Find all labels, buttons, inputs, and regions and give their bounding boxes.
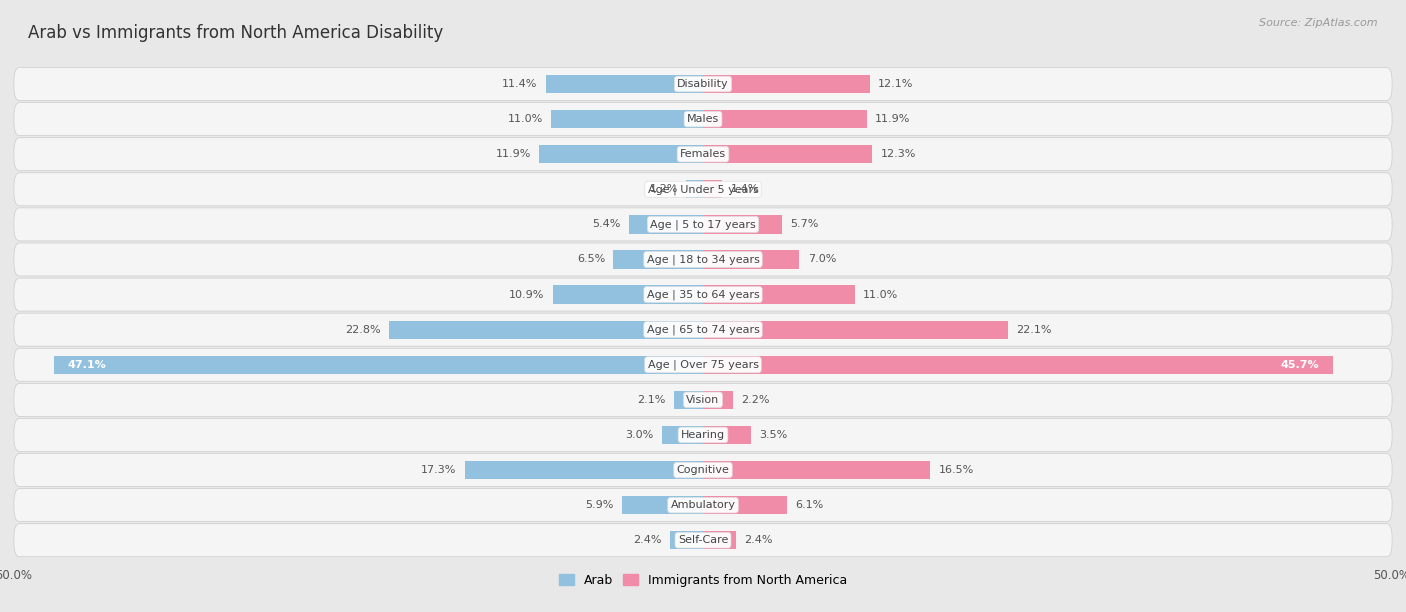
Bar [703, 321, 1008, 339]
Bar [464, 461, 703, 479]
Bar [551, 110, 703, 129]
FancyBboxPatch shape [14, 524, 1392, 557]
Bar [53, 356, 703, 374]
Text: 11.0%: 11.0% [508, 114, 543, 124]
FancyBboxPatch shape [14, 488, 1392, 521]
Bar [703, 390, 734, 409]
FancyBboxPatch shape [14, 453, 1392, 487]
Bar [538, 145, 703, 163]
Text: Age | 35 to 64 years: Age | 35 to 64 years [647, 289, 759, 300]
Bar [628, 215, 703, 234]
FancyBboxPatch shape [14, 383, 1392, 416]
Bar [703, 461, 931, 479]
FancyBboxPatch shape [14, 103, 1392, 136]
Text: 5.9%: 5.9% [585, 500, 613, 510]
Text: Source: ZipAtlas.com: Source: ZipAtlas.com [1260, 18, 1378, 28]
Text: 11.9%: 11.9% [875, 114, 911, 124]
Text: 45.7%: 45.7% [1281, 360, 1319, 370]
Text: 5.4%: 5.4% [592, 219, 620, 230]
Bar [703, 285, 855, 304]
Text: 22.1%: 22.1% [1015, 325, 1052, 335]
Text: Age | 5 to 17 years: Age | 5 to 17 years [650, 219, 756, 230]
Text: 11.9%: 11.9% [495, 149, 531, 159]
Text: 2.2%: 2.2% [741, 395, 770, 405]
Bar [613, 250, 703, 269]
Bar [389, 321, 703, 339]
Text: Cognitive: Cognitive [676, 465, 730, 475]
Text: 22.8%: 22.8% [344, 325, 381, 335]
FancyBboxPatch shape [14, 208, 1392, 241]
Text: 3.5%: 3.5% [759, 430, 787, 440]
Bar [669, 531, 703, 550]
Legend: Arab, Immigrants from North America: Arab, Immigrants from North America [554, 569, 852, 592]
Bar [703, 426, 751, 444]
Text: Arab vs Immigrants from North America Disability: Arab vs Immigrants from North America Di… [28, 24, 443, 42]
Text: Age | 18 to 34 years: Age | 18 to 34 years [647, 254, 759, 265]
Text: Disability: Disability [678, 79, 728, 89]
Bar [703, 531, 737, 550]
Text: Hearing: Hearing [681, 430, 725, 440]
Text: 17.3%: 17.3% [420, 465, 457, 475]
Text: Females: Females [681, 149, 725, 159]
FancyBboxPatch shape [14, 67, 1392, 100]
FancyBboxPatch shape [14, 313, 1392, 346]
Bar [703, 110, 868, 129]
Bar [546, 75, 703, 93]
FancyBboxPatch shape [14, 278, 1392, 311]
Text: 2.4%: 2.4% [744, 536, 773, 545]
FancyBboxPatch shape [14, 173, 1392, 206]
FancyBboxPatch shape [14, 348, 1392, 381]
Bar [673, 390, 703, 409]
Bar [703, 356, 1333, 374]
Bar [686, 180, 703, 198]
Bar [703, 180, 723, 198]
Text: 6.1%: 6.1% [796, 500, 824, 510]
Text: 1.2%: 1.2% [650, 184, 678, 194]
Text: 12.3%: 12.3% [880, 149, 917, 159]
Bar [621, 496, 703, 514]
Text: 11.4%: 11.4% [502, 79, 537, 89]
Text: 47.1%: 47.1% [67, 360, 107, 370]
FancyBboxPatch shape [14, 243, 1392, 276]
Text: 7.0%: 7.0% [807, 255, 837, 264]
Text: 11.0%: 11.0% [863, 289, 898, 299]
Text: 12.1%: 12.1% [877, 79, 914, 89]
Text: Ambulatory: Ambulatory [671, 500, 735, 510]
Text: 6.5%: 6.5% [576, 255, 605, 264]
Bar [703, 496, 787, 514]
Text: 16.5%: 16.5% [939, 465, 974, 475]
Text: 5.7%: 5.7% [790, 219, 818, 230]
Bar [703, 75, 870, 93]
Text: Self-Care: Self-Care [678, 536, 728, 545]
Text: Age | 65 to 74 years: Age | 65 to 74 years [647, 324, 759, 335]
Bar [553, 285, 703, 304]
FancyBboxPatch shape [14, 419, 1392, 452]
Text: 2.4%: 2.4% [633, 536, 662, 545]
Text: Age | Under 5 years: Age | Under 5 years [648, 184, 758, 195]
Bar [703, 250, 800, 269]
Text: 10.9%: 10.9% [509, 289, 544, 299]
Text: 1.4%: 1.4% [731, 184, 759, 194]
Bar [662, 426, 703, 444]
Text: 2.1%: 2.1% [637, 395, 666, 405]
FancyBboxPatch shape [14, 138, 1392, 171]
Text: Vision: Vision [686, 395, 720, 405]
Text: Males: Males [688, 114, 718, 124]
Text: 3.0%: 3.0% [626, 430, 654, 440]
Bar [703, 145, 873, 163]
Text: Age | Over 75 years: Age | Over 75 years [648, 359, 758, 370]
Bar [703, 215, 782, 234]
